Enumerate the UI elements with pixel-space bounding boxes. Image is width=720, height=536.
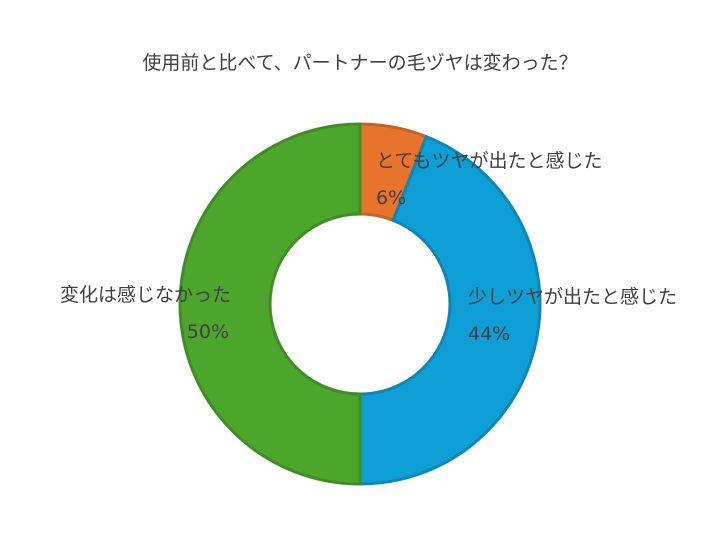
slice-no-change: [178, 122, 362, 486]
slice-category: 変化は感じなかった: [60, 284, 232, 306]
slice-percent: 6%: [376, 187, 407, 209]
chart-title: 使用前と比べて、パートナーの毛ヅヤは変わった？: [142, 52, 578, 74]
slice-category: 少しツヤが出たと感じた: [468, 286, 678, 308]
slice-label-slightly-glossy: 少しツヤが出たと感じた 44%: [468, 282, 677, 345]
slice-percent: 50%: [186, 321, 230, 343]
slice-category: とてもツヤが出たと感じた: [376, 150, 603, 172]
slice-label-no-change: 変化は感じなかった 50%: [60, 280, 231, 343]
slice-label-very-glossy: とてもツヤが出たと感じた 6%: [376, 146, 602, 209]
slice-slightly-glossy: [358, 135, 542, 486]
slice-percent: 44%: [468, 323, 511, 345]
